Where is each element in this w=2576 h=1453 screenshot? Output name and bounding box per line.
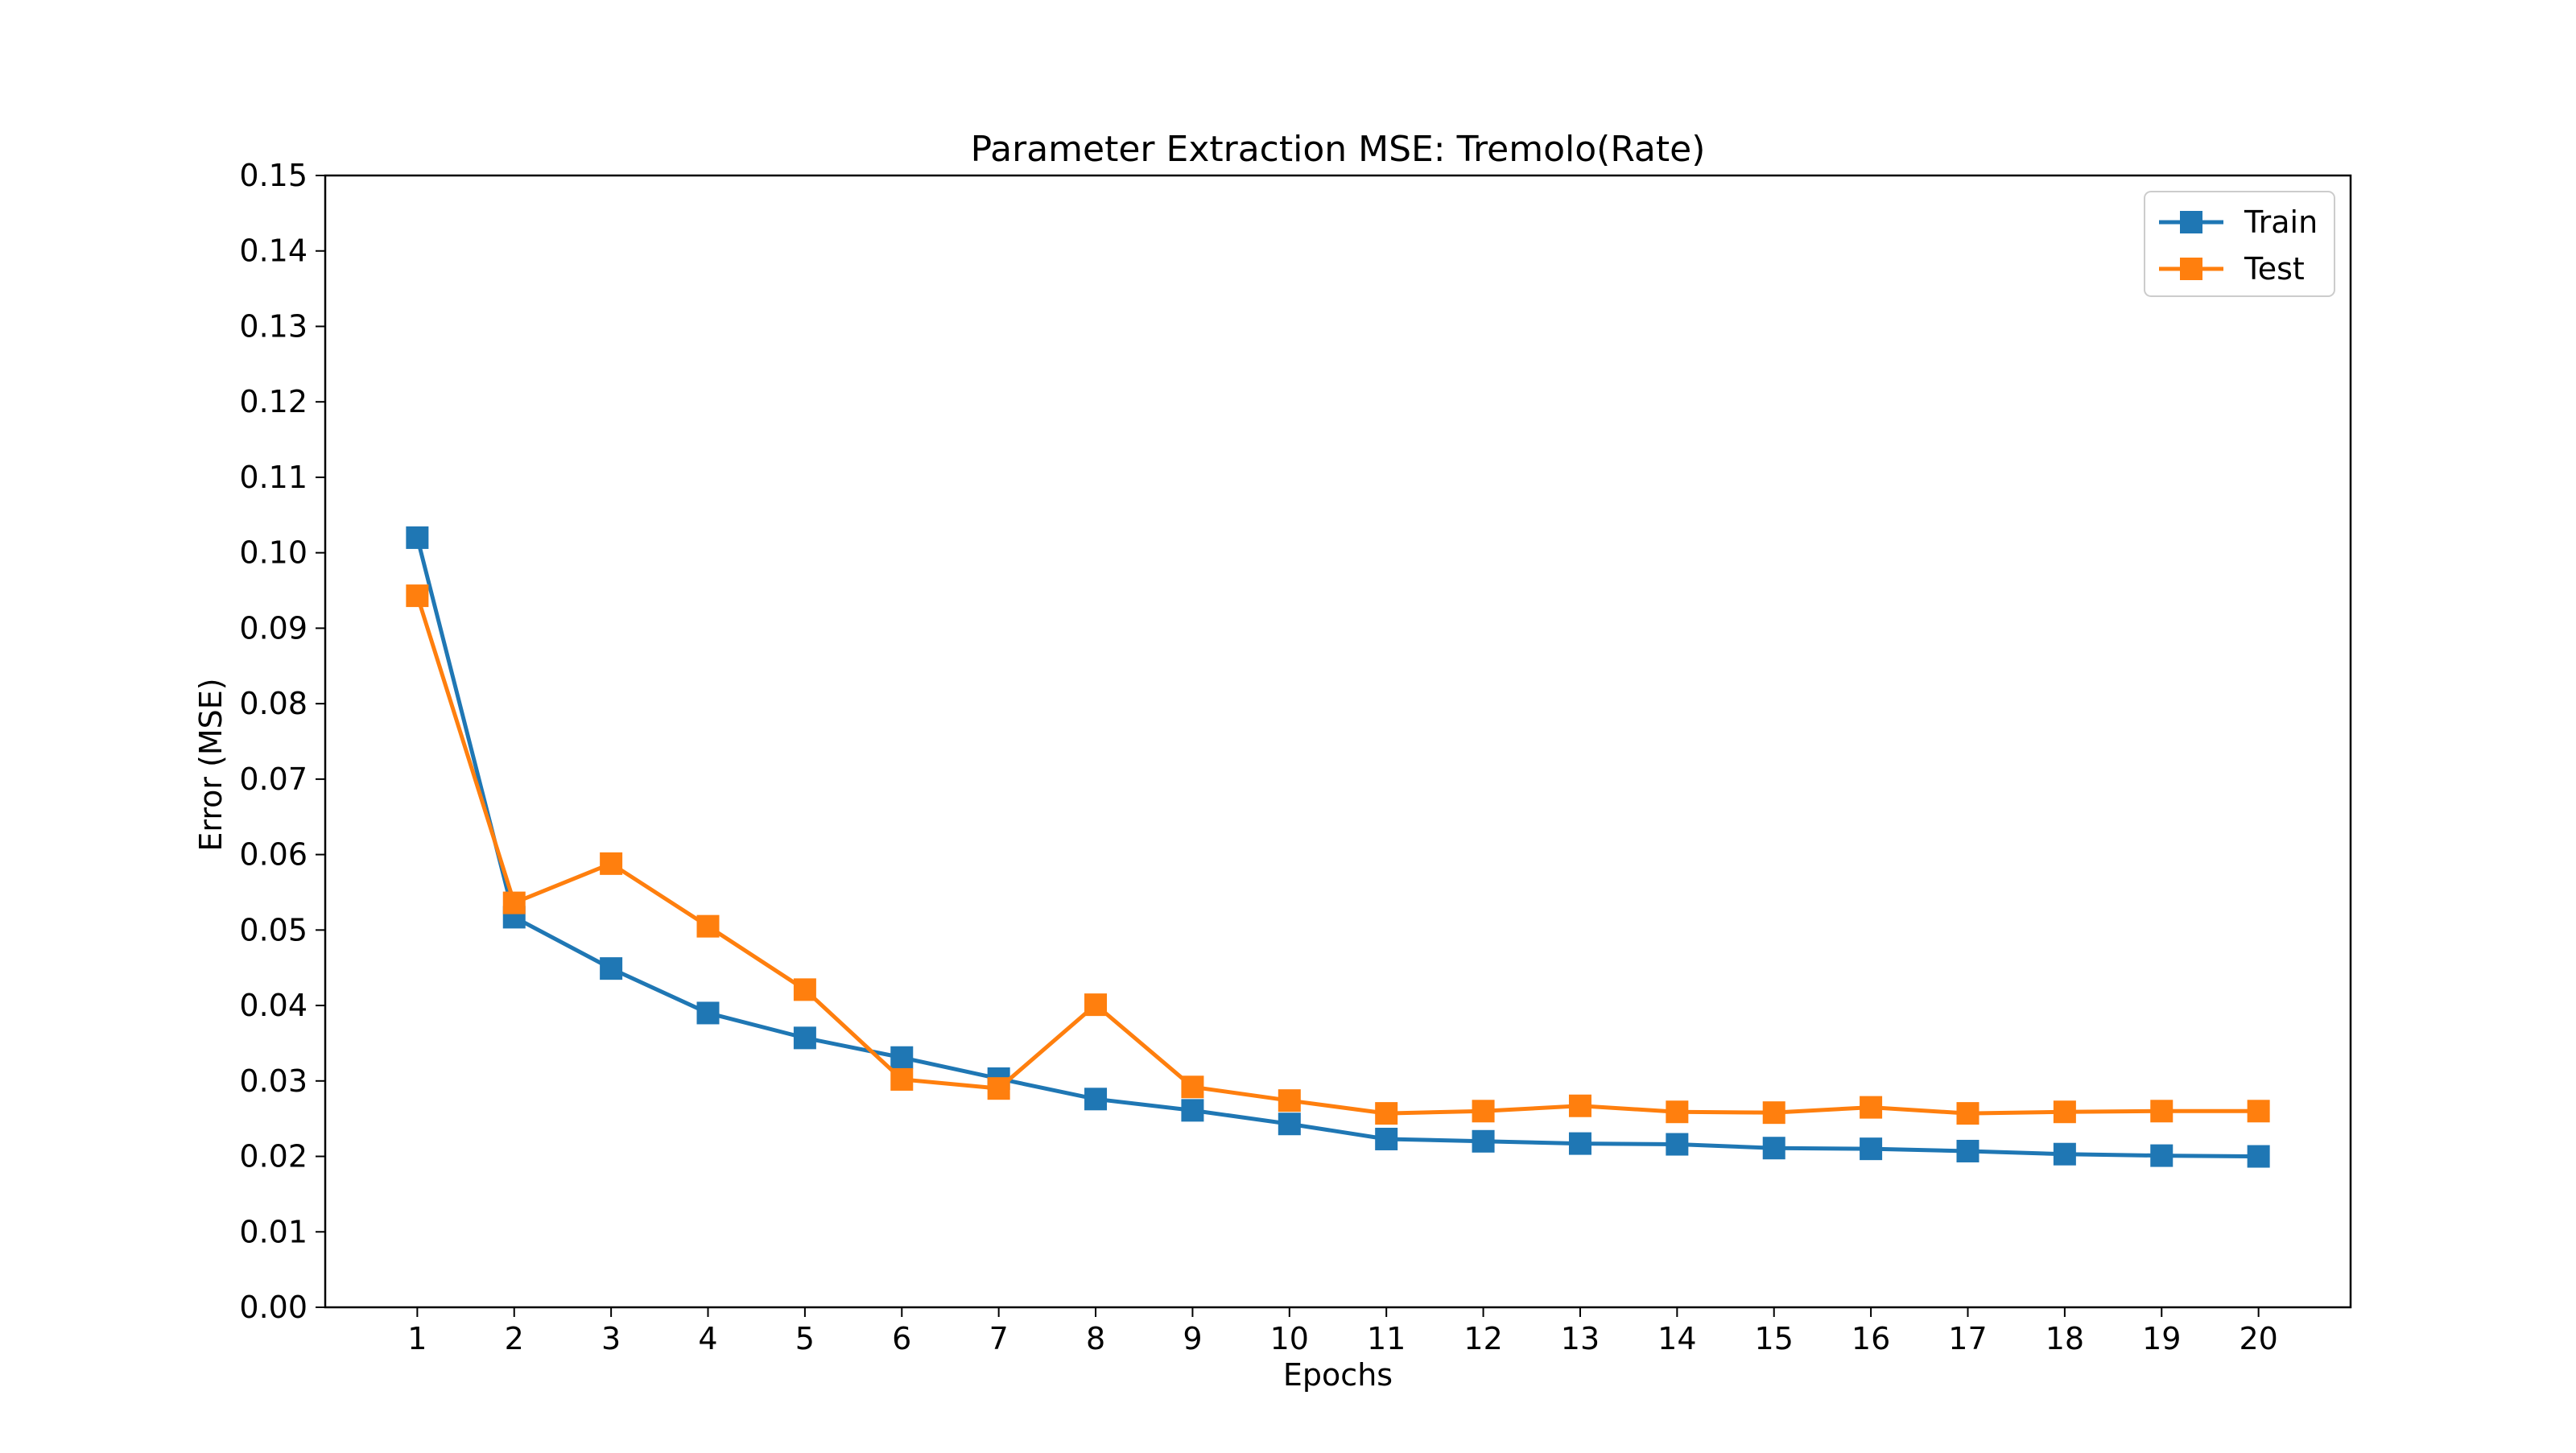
plot-frame [324, 174, 2352, 1309]
y-tick-label: 0.02 [239, 1139, 308, 1174]
x-tick-label: 2 [505, 1321, 524, 1356]
data-point-test [1956, 1102, 1979, 1125]
y-tick-label: 0.09 [239, 610, 308, 646]
y-tick-label: 0.11 [239, 460, 308, 495]
data-point-train [1278, 1112, 1301, 1136]
x-tick-label: 15 [1755, 1321, 1794, 1356]
data-point-train [1666, 1133, 1689, 1156]
data-point-train [2053, 1142, 2076, 1166]
y-tick-label: 0.03 [239, 1063, 308, 1099]
data-point-train [600, 957, 623, 980]
data-point-test [2150, 1100, 2174, 1123]
data-point-test [1084, 993, 1108, 1017]
x-tick-label: 16 [1852, 1321, 1890, 1356]
legend-marker-train [2180, 211, 2202, 233]
data-point-train [696, 1001, 720, 1025]
x-tick-label: 11 [1367, 1321, 1406, 1356]
x-tick-label: 9 [1183, 1321, 1202, 1356]
x-tick-label: 8 [1086, 1321, 1105, 1356]
data-point-test [600, 852, 623, 875]
y-tick-label: 0.01 [239, 1214, 308, 1249]
y-tick-label: 0.12 [239, 384, 308, 419]
data-point-train [1472, 1129, 1495, 1153]
data-point-test [1666, 1100, 1689, 1124]
x-tick-label: 17 [1948, 1321, 1987, 1356]
data-point-train [2247, 1145, 2270, 1168]
data-point-test [1278, 1089, 1301, 1112]
data-point-train [2150, 1144, 2174, 1167]
axes-layer: 0.00 0.01 0.02 0.03 0.04 0.05 0.06 0.07 0.08 0.09… [239, 158, 2352, 1356]
legend: Train Test [2144, 191, 2335, 297]
x-tick-label: 10 [1270, 1321, 1309, 1356]
x-tick-label: 4 [698, 1321, 717, 1356]
data-point-test [406, 584, 429, 608]
data-point-test [2247, 1100, 2270, 1123]
data-point-train [406, 526, 429, 549]
data-point-train [890, 1046, 914, 1069]
y-tick-label: 0.14 [239, 233, 308, 269]
data-point-test [793, 978, 816, 1001]
data-point-test [1762, 1101, 1785, 1125]
x-tick-label: 5 [795, 1321, 815, 1356]
x-tick-label: 20 [2239, 1321, 2277, 1356]
x-tick-label: 13 [1561, 1321, 1600, 1356]
x-tick-label: 6 [892, 1321, 911, 1356]
data-point-test [1860, 1096, 1883, 1119]
data-point-test [1181, 1075, 1204, 1099]
data-point-train [1956, 1139, 1979, 1162]
chart-title: Parameter Extraction MSE: Tremolo(Rate) [971, 129, 1706, 170]
series-line-test [415, 595, 2259, 1116]
data-point-test [1568, 1094, 1591, 1117]
data-point-train [793, 1026, 816, 1050]
y-tick-label: 0.08 [239, 686, 308, 721]
x-tick-label: 19 [2142, 1321, 2181, 1356]
x-tick-label: 1 [407, 1321, 427, 1356]
y-axis-label: Error (MSE) [193, 678, 229, 851]
data-point-train [1762, 1137, 1785, 1160]
data-point-test [2053, 1100, 2076, 1124]
legend-label-test: Test [2244, 251, 2305, 287]
x-axis-label: Epochs [1283, 1357, 1393, 1393]
data-point-test [502, 891, 526, 914]
y-tick-label: 0.10 [239, 535, 308, 571]
series-line-train [415, 537, 2259, 1159]
data-point-train [1860, 1137, 1883, 1161]
series-layer [406, 526, 2270, 1168]
data-point-train [1181, 1099, 1204, 1122]
data-point-test [890, 1067, 914, 1091]
data-point-train [1568, 1132, 1591, 1155]
data-point-train [1375, 1127, 1398, 1150]
x-tick-label: 3 [601, 1321, 621, 1356]
y-tick-label: 0.04 [239, 988, 308, 1023]
y-tick-label: 0.07 [239, 762, 308, 797]
x-tick-label: 12 [1463, 1321, 1502, 1356]
data-point-test [696, 914, 720, 938]
y-tick-label: 0.06 [239, 837, 308, 873]
x-tick-label: 7 [989, 1321, 1009, 1356]
data-point-test [987, 1077, 1010, 1100]
data-point-train [1084, 1088, 1108, 1111]
x-tick-label: 14 [1657, 1321, 1696, 1356]
y-tick-label: 0.13 [239, 308, 308, 344]
data-point-test [1375, 1102, 1398, 1125]
data-point-test [1472, 1100, 1495, 1123]
x-tick-label: 18 [2046, 1321, 2084, 1356]
legend-marker-test [2180, 258, 2202, 280]
y-tick-label: 0.05 [239, 912, 308, 947]
y-tick-label: 0.15 [239, 158, 308, 193]
legend-label-train: Train [2244, 204, 2318, 240]
y-tick-label: 0.00 [239, 1290, 308, 1325]
